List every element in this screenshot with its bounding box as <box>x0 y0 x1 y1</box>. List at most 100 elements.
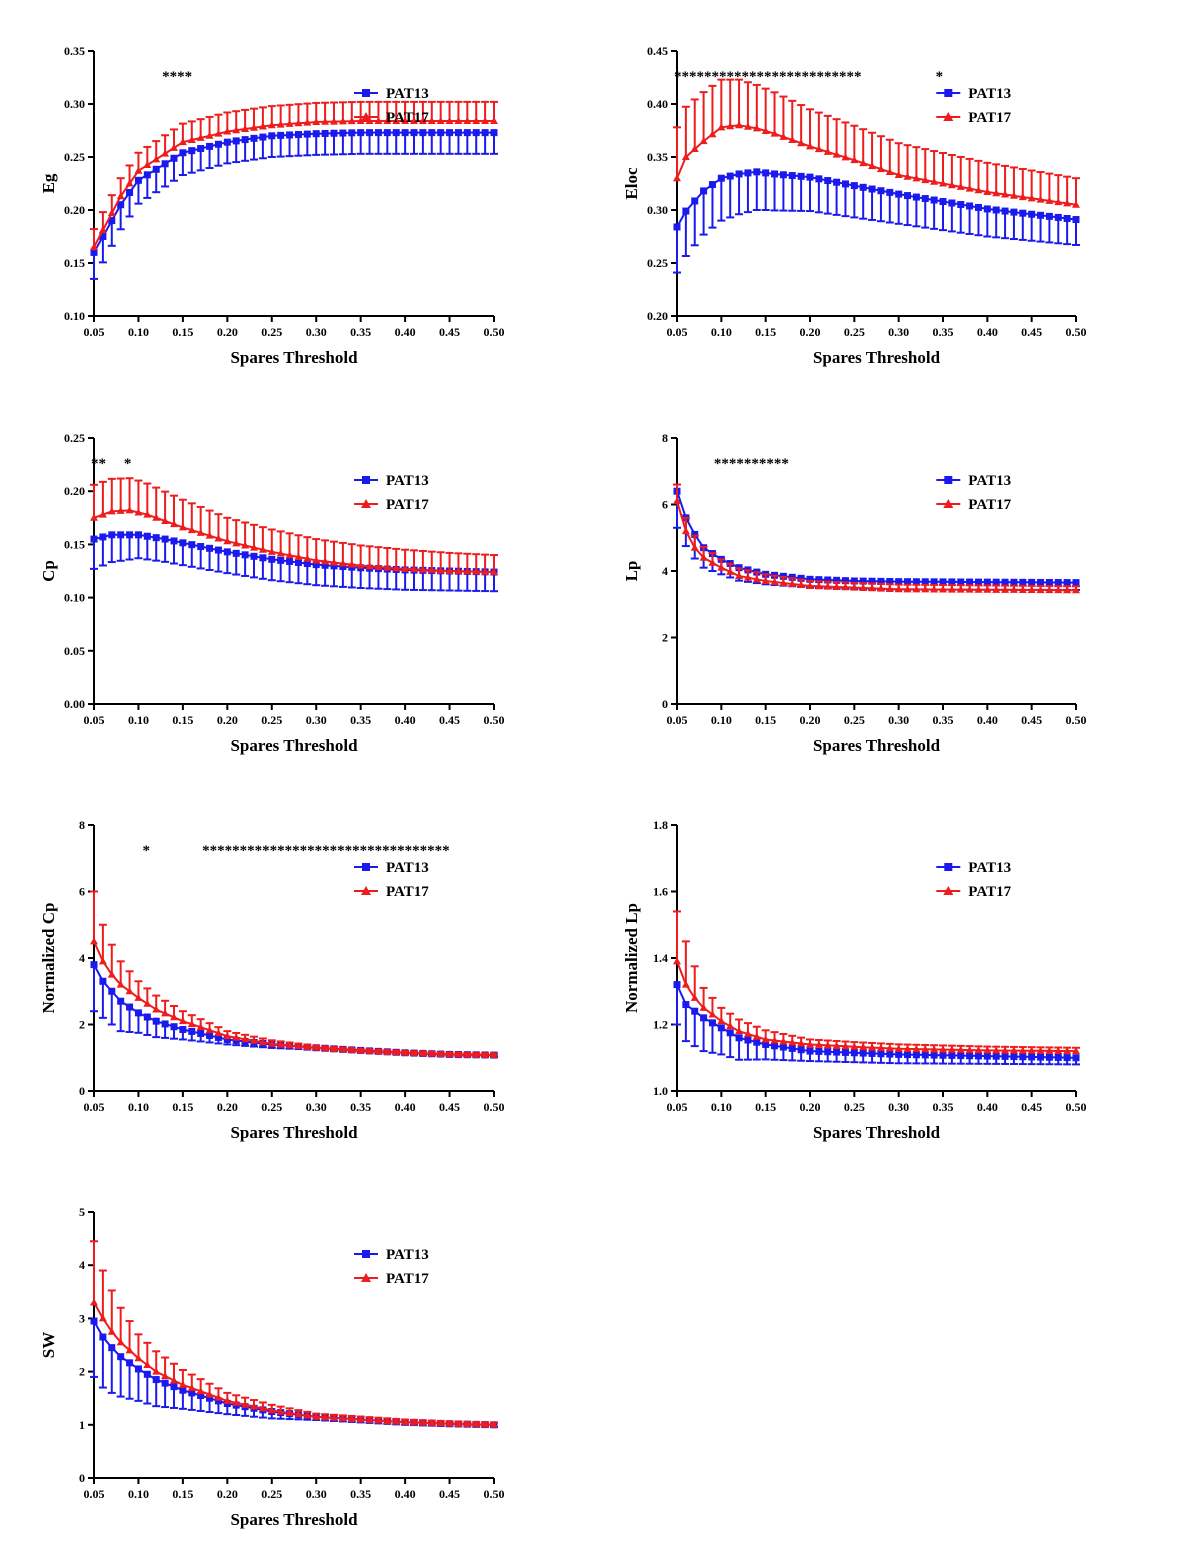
data-point-triangle <box>806 142 814 150</box>
x-axis-title: Spares Threshold <box>230 1510 358 1529</box>
x-tick-label: 0.45 <box>439 1100 460 1114</box>
x-tick-label: 0.10 <box>128 713 149 727</box>
data-point-triangle <box>365 562 374 570</box>
data-point-triangle <box>392 116 401 124</box>
data-point-triangle <box>152 155 161 163</box>
legend-label: PAT13 <box>386 1247 429 1263</box>
data-point-triangle <box>841 583 850 591</box>
y-tick-label: 0.30 <box>647 203 668 217</box>
data-point-triangle <box>143 1360 152 1368</box>
y-tick-label: 8 <box>79 818 85 832</box>
data-point-square <box>735 170 743 178</box>
data-point-triangle <box>107 209 116 217</box>
data-point-square <box>788 172 796 180</box>
series-pat17 <box>90 890 498 1059</box>
data-point-square <box>90 961 98 969</box>
data-point-square <box>868 577 876 585</box>
y-tick-label: 0.15 <box>64 537 85 551</box>
data-point-triangle <box>681 527 690 535</box>
legend-label: PAT17 <box>386 884 429 900</box>
data-point-triangle <box>436 116 445 124</box>
data-point-square <box>877 187 885 195</box>
data-point-square <box>1028 578 1036 586</box>
data-point-triangle <box>303 554 312 562</box>
data-point-square <box>1063 579 1071 587</box>
data-point-triangle <box>170 520 178 528</box>
data-point-triangle <box>401 1048 410 1056</box>
y-axis-title: Eloc <box>622 167 641 200</box>
x-tick-label: 0.25 <box>261 1100 282 1114</box>
data-point-square <box>357 129 365 137</box>
data-point-square <box>921 1051 929 1059</box>
data-point-square <box>90 1317 98 1325</box>
data-point-triangle <box>743 122 752 130</box>
data-point-triangle <box>1001 585 1010 593</box>
data-point-triangle <box>267 1406 276 1414</box>
legend-label: PAT13 <box>386 860 429 876</box>
data-point-triangle <box>481 116 490 124</box>
data-point-triangle <box>806 581 814 589</box>
data-point-triangle <box>947 1045 956 1053</box>
data-point-square <box>463 129 471 137</box>
data-point-square <box>948 199 956 207</box>
data-point-triangle <box>463 116 472 124</box>
data-point-square <box>930 196 938 204</box>
legend-label: PAT17 <box>386 110 429 126</box>
y-tick-label: 0.20 <box>647 309 668 323</box>
data-point-square <box>170 1023 178 1031</box>
data-point-square <box>232 137 240 145</box>
legend-label: PAT13 <box>968 86 1011 102</box>
data-point-square <box>877 1050 885 1058</box>
data-point-triangle <box>463 567 472 575</box>
data-point-triangle <box>418 1418 427 1426</box>
data-point-square <box>806 173 814 181</box>
series-pat13 <box>90 129 498 280</box>
data-point-square <box>673 223 681 231</box>
data-point-triangle <box>347 1046 356 1054</box>
data-point-triangle <box>770 129 779 137</box>
data-point-triangle <box>992 585 1001 593</box>
legend-entry-pat17: PAT17 <box>936 497 1012 513</box>
x-tick-label: 0.45 <box>1021 325 1042 339</box>
data-point-square <box>179 1386 187 1394</box>
data-point-square <box>779 171 787 179</box>
data-point-triangle <box>454 567 463 575</box>
data-point-triangle <box>98 226 107 234</box>
data-point-triangle <box>735 1027 744 1035</box>
data-point-triangle <box>445 1419 454 1427</box>
data-point-triangle <box>116 980 125 988</box>
data-point-square <box>691 1007 699 1015</box>
legend-label: PAT13 <box>968 473 1011 489</box>
data-point-square <box>152 1017 160 1025</box>
data-point-triangle <box>983 585 992 593</box>
data-point-triangle <box>490 1051 498 1059</box>
data-point-triangle <box>98 510 107 518</box>
data-point-triangle <box>418 116 427 124</box>
data-point-square <box>108 1344 116 1352</box>
data-point-square <box>868 185 876 193</box>
data-point-triangle <box>98 1314 107 1322</box>
data-point-square <box>179 1025 187 1033</box>
data-point-square <box>833 178 841 186</box>
data-point-triangle <box>832 1041 841 1049</box>
data-point-triangle <box>726 1022 735 1030</box>
data-point-triangle <box>232 1033 241 1041</box>
x-tick-label: 0.15 <box>172 1100 193 1114</box>
data-point-triangle <box>1036 195 1045 203</box>
data-point-triangle <box>401 116 410 124</box>
data-point-square <box>779 1043 787 1051</box>
data-point-square <box>904 1051 912 1059</box>
data-point-triangle <box>276 1040 285 1048</box>
data-point-triangle <box>356 561 365 569</box>
legend-entry-pat13: PAT13 <box>936 860 1011 876</box>
data-point-square <box>250 552 258 560</box>
data-point-triangle <box>196 528 205 536</box>
x-tick-label: 0.25 <box>261 713 282 727</box>
data-point-triangle <box>294 1410 303 1418</box>
x-axis-title: Spares Threshold <box>813 736 941 755</box>
y-tick-label: 0.20 <box>64 484 85 498</box>
data-point-triangle <box>330 1413 338 1421</box>
data-point-triangle <box>1018 193 1027 201</box>
data-point-triangle <box>427 116 436 124</box>
data-point-triangle <box>472 1420 481 1428</box>
